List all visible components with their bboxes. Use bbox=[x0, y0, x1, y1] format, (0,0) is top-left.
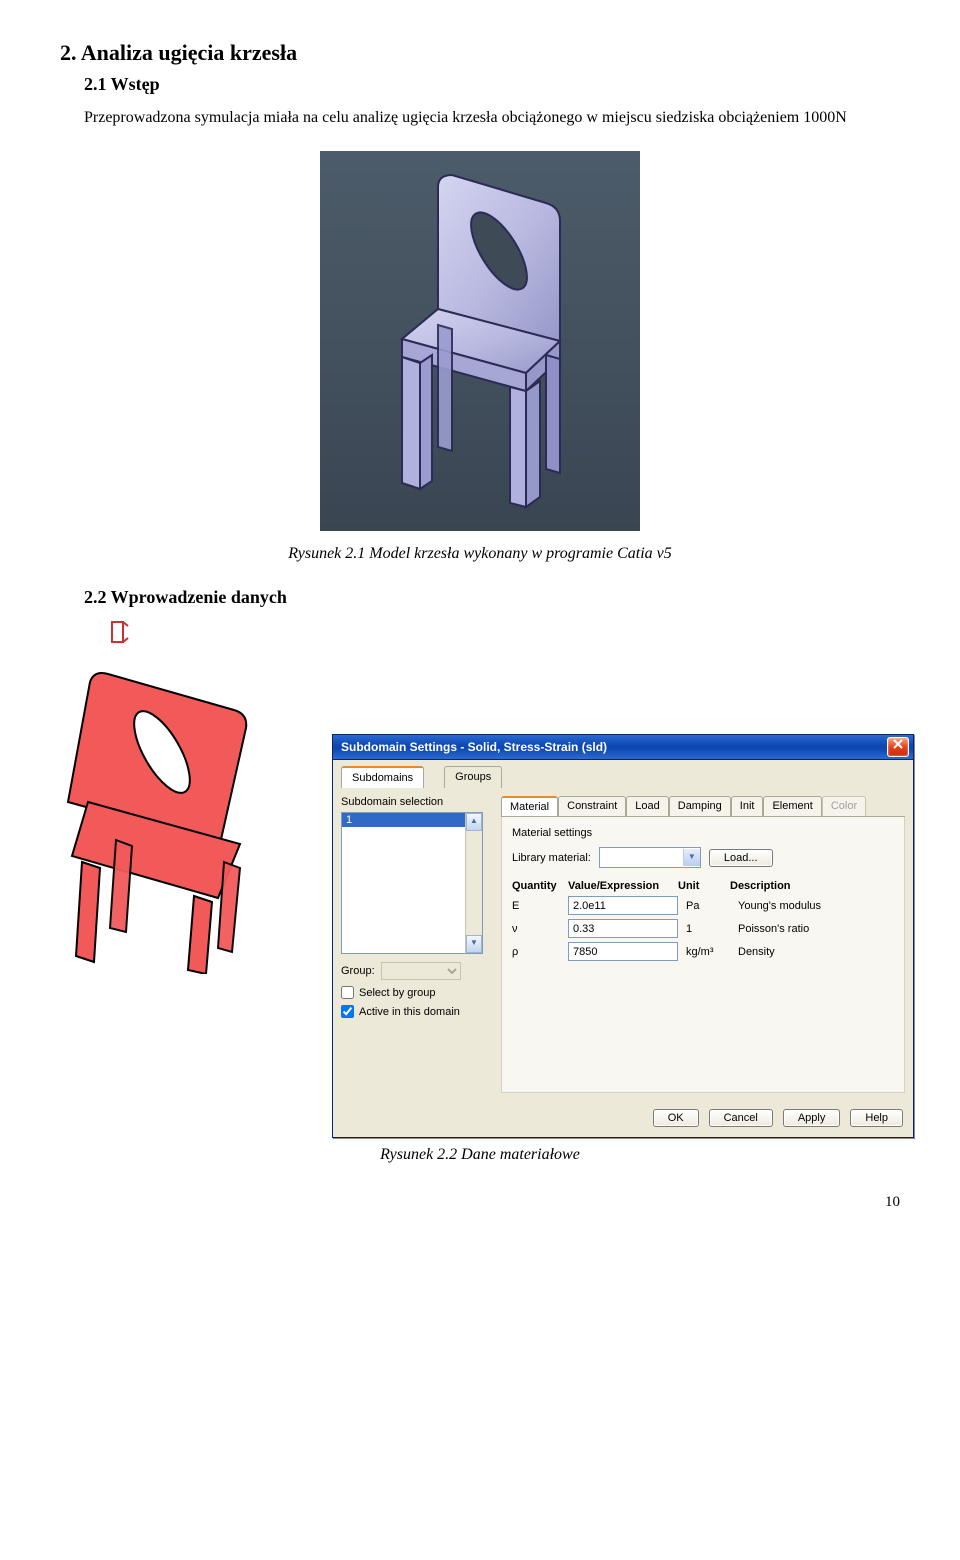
unit-nu: 1 bbox=[678, 923, 738, 935]
qty-E: E bbox=[512, 900, 568, 912]
dialog-buttons: OK Cancel Apply Help bbox=[333, 1101, 913, 1137]
tab-constraint[interactable]: Constraint bbox=[558, 796, 626, 816]
tab-element[interactable]: Element bbox=[763, 796, 821, 816]
desc-E: Young's modulus bbox=[738, 900, 894, 912]
section-title: 2. Analiza ugięcia krzesła bbox=[60, 40, 900, 66]
desc-rho: Density bbox=[738, 946, 894, 958]
unit-rho: kg/m³ bbox=[678, 946, 738, 958]
table-row: E 2.0e11 Pa Young's modulus bbox=[512, 896, 894, 915]
material-panel: Material settings Library material: ▼ Lo… bbox=[501, 817, 905, 1093]
scroll-up-icon[interactable]: ▲ bbox=[466, 813, 482, 831]
unit-E: Pa bbox=[678, 900, 738, 912]
tab-material[interactable]: Material bbox=[501, 796, 558, 816]
intro-title: 2.1 Wstęp bbox=[84, 74, 900, 95]
subdomain-settings-dialog: Subdomain Settings - Solid, Stress-Strai… bbox=[332, 734, 914, 1138]
right-column: Material Constraint Load Damping Init El… bbox=[501, 796, 905, 1093]
ok-button[interactable]: OK bbox=[653, 1109, 699, 1127]
help-button[interactable]: Help bbox=[850, 1109, 903, 1127]
table-row: ρ 7850 kg/m³ Density bbox=[512, 942, 894, 961]
tab-init[interactable]: Init bbox=[731, 796, 764, 816]
col-quantity: Quantity bbox=[512, 880, 568, 892]
subdomain-listbox[interactable]: 1 ▲ ▼ bbox=[341, 812, 483, 954]
list-item[interactable]: 1 bbox=[342, 813, 468, 827]
intro-body: Przeprowadzona symulacja miała na celu a… bbox=[84, 107, 900, 129]
selection-label: Subdomain selection bbox=[341, 796, 491, 808]
qty-rho: ρ bbox=[512, 946, 568, 958]
section2-title: 2.2 Wprowadzenie danych bbox=[84, 587, 900, 608]
cancel-button[interactable]: Cancel bbox=[709, 1109, 773, 1127]
group-label: Group: bbox=[341, 965, 375, 977]
load-button[interactable]: Load... bbox=[709, 849, 773, 867]
chevron-down-icon[interactable]: ▼ bbox=[683, 849, 700, 866]
catia-figure bbox=[60, 151, 900, 531]
tab-subdomains[interactable]: Subdomains bbox=[341, 766, 424, 788]
active-in-domain-checkbox[interactable]: Active in this domain bbox=[341, 1005, 491, 1018]
scroll-down-icon[interactable]: ▼ bbox=[466, 935, 482, 953]
tab-groups[interactable]: Groups bbox=[444, 766, 502, 788]
group-select bbox=[381, 962, 461, 980]
dialog-titlebar[interactable]: Subdomain Settings - Solid, Stress-Strai… bbox=[333, 735, 913, 760]
close-icon[interactable] bbox=[887, 737, 909, 757]
property-table: Quantity Value/Expression Unit Descripti… bbox=[512, 880, 894, 961]
page-number: 10 bbox=[60, 1194, 900, 1211]
active-in-domain-input[interactable] bbox=[341, 1005, 354, 1018]
desc-nu: Poisson's ratio bbox=[738, 923, 894, 935]
tab-color: Color bbox=[822, 796, 866, 816]
qty-nu: ν bbox=[512, 923, 568, 935]
listbox-scrollbar[interactable]: ▲ ▼ bbox=[465, 813, 482, 953]
dialog-title: Subdomain Settings - Solid, Stress-Strai… bbox=[341, 740, 887, 754]
tab-load[interactable]: Load bbox=[626, 796, 668, 816]
fig1-caption: Rysunek 2.1 Model krzesła wykonany w pro… bbox=[60, 545, 900, 563]
select-by-group-checkbox[interactable]: Select by group bbox=[341, 986, 491, 999]
select-by-group-label: Select by group bbox=[359, 987, 435, 999]
val-rho-input[interactable]: 7850 bbox=[568, 942, 678, 961]
inner-tabs: Material Constraint Load Damping Init El… bbox=[501, 796, 905, 817]
active-in-domain-label: Active in this domain bbox=[359, 1006, 460, 1018]
tab-damping[interactable]: Damping bbox=[669, 796, 731, 816]
catia-viewport bbox=[320, 151, 640, 531]
table-row: ν 0.33 1 Poisson's ratio bbox=[512, 919, 894, 938]
top-tabs: Subdomains Groups bbox=[333, 760, 913, 788]
library-label: Library material: bbox=[512, 852, 591, 864]
col-unit: Unit bbox=[678, 880, 730, 892]
left-column: Subdomain selection 1 ▲ ▼ Group: Select … bbox=[341, 796, 491, 1093]
val-E-input[interactable]: 2.0e11 bbox=[568, 896, 678, 915]
col-value: Value/Expression bbox=[568, 880, 678, 892]
fig2-caption: Rysunek 2.2 Dane materiałowe bbox=[60, 1146, 900, 1164]
panel-title: Material settings bbox=[512, 827, 894, 839]
select-by-group-input[interactable] bbox=[341, 986, 354, 999]
comsol-red-chair bbox=[60, 664, 320, 974]
screenshot-row: Subdomain Settings - Solid, Stress-Strai… bbox=[60, 664, 900, 1138]
cutplane-icon bbox=[110, 620, 130, 644]
apply-button[interactable]: Apply bbox=[783, 1109, 841, 1127]
col-desc: Description bbox=[730, 880, 894, 892]
val-nu-input[interactable]: 0.33 bbox=[568, 919, 678, 938]
library-material-dropdown[interactable]: ▼ bbox=[599, 847, 701, 868]
